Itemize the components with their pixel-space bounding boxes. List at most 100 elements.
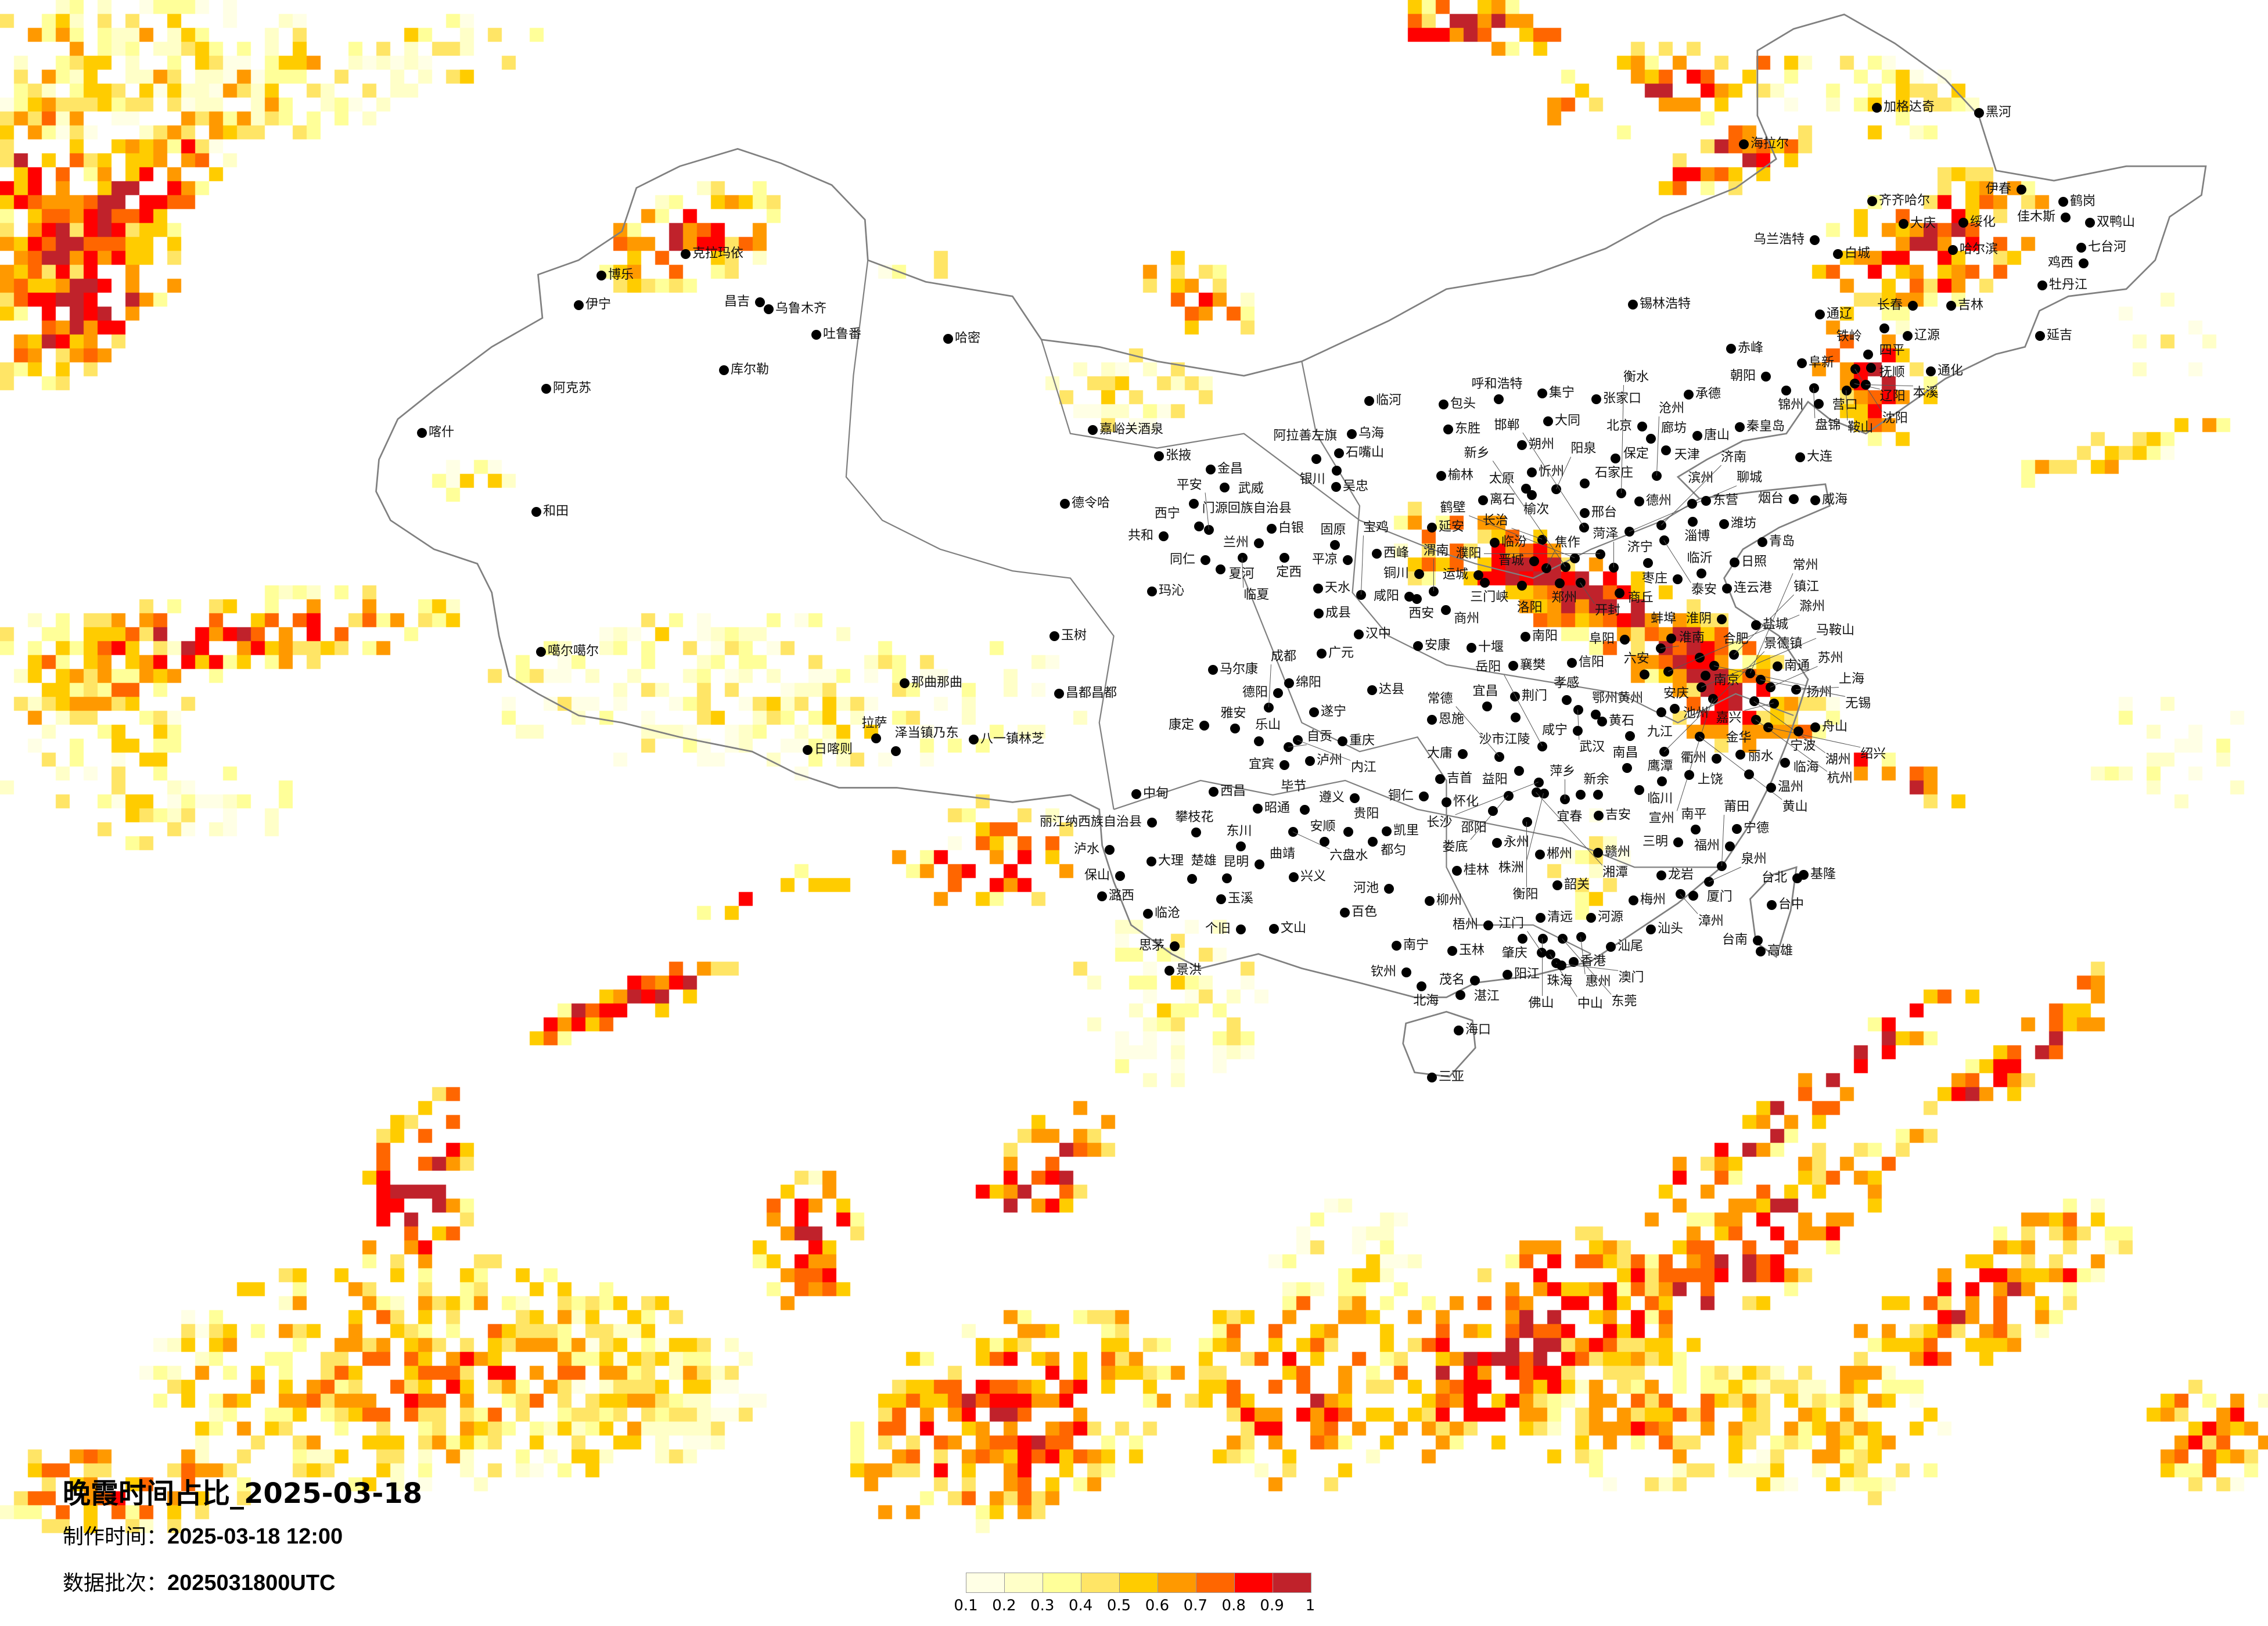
city-label: 大同 xyxy=(1555,413,1581,428)
city-label: 商州 xyxy=(1454,611,1480,627)
city-label-leader-line xyxy=(1854,369,1882,412)
city-label-leader-line xyxy=(1433,559,1434,591)
city-label: 内江 xyxy=(1350,760,1376,775)
city-label: 锦州 xyxy=(1778,397,1804,412)
city-marker-dot xyxy=(1594,811,1604,821)
legend-tick-label: 0.1 xyxy=(954,1597,978,1614)
city-label: 本溪 xyxy=(1913,386,1939,401)
city-label: 邯郸 xyxy=(1494,418,1520,433)
city-label: 德阳 xyxy=(1242,685,1268,700)
city-marker-dot xyxy=(1131,789,1141,799)
city-marker-dot xyxy=(1254,538,1264,548)
city-marker-dot xyxy=(1517,581,1527,591)
city-marker-dot xyxy=(1744,769,1754,779)
city-marker-dot xyxy=(1810,235,1820,245)
city-marker-dot xyxy=(1443,425,1453,434)
city-label: 铁岭 xyxy=(1836,329,1862,344)
city-label: 嘉峪关酒泉 xyxy=(1099,422,1164,437)
city-marker-dot xyxy=(1236,924,1246,934)
city-marker-dot xyxy=(1311,454,1321,464)
city-marker-dot xyxy=(1872,103,1882,113)
city-marker-dot xyxy=(1543,416,1553,426)
city-label: 克拉玛依 xyxy=(692,246,744,261)
city-marker-dot xyxy=(1673,574,1683,584)
city-marker-dot xyxy=(1384,884,1394,894)
city-label: 湖州 xyxy=(1825,752,1851,767)
city-label-leader-line xyxy=(1361,535,1364,595)
city-marker-dot xyxy=(1701,496,1711,506)
city-label: 鹰潭 xyxy=(1647,759,1673,774)
city-label: 玉林 xyxy=(1459,943,1485,958)
city-label: 衡阳 xyxy=(1512,887,1539,902)
city-label: 桂林 xyxy=(1464,863,1490,877)
city-marker-dot xyxy=(2058,197,2068,207)
city-marker-dot xyxy=(1567,658,1577,668)
city-label: 莆田 xyxy=(1724,800,1750,814)
city-label: 黑河 xyxy=(1986,105,2012,120)
city-marker-dot xyxy=(1514,766,1524,776)
city-marker-dot xyxy=(1756,947,1766,956)
city-label: 延安 xyxy=(1439,520,1465,534)
province-border xyxy=(845,260,1115,810)
city-label: 无锡 xyxy=(1845,696,1871,711)
legend-swatch xyxy=(1158,1573,1196,1592)
city-marker-dot xyxy=(719,365,729,375)
city-label: 洛阳 xyxy=(1516,600,1543,615)
city-marker-dot xyxy=(1616,488,1626,498)
city-label: 长春 xyxy=(1877,298,1903,312)
city-marker-dot xyxy=(1643,558,1653,568)
city-label: 保定 xyxy=(1623,446,1649,461)
legend-swatch xyxy=(1081,1573,1120,1592)
city-label: 宣州 xyxy=(1648,811,1674,826)
city-label: 绵阳 xyxy=(1296,675,1322,690)
city-marker-dot xyxy=(1097,891,1107,901)
city-marker-dot xyxy=(1625,731,1635,741)
city-label: 八一镇林芝 xyxy=(980,732,1045,746)
city-marker-dot xyxy=(1447,946,1457,956)
city-marker-dot xyxy=(1730,557,1739,567)
city-marker-dot xyxy=(1591,710,1601,720)
city-label: 六安 xyxy=(1623,652,1649,667)
city-label: 鞍山 xyxy=(1848,420,1874,435)
city-marker-dot xyxy=(2085,218,2095,228)
city-label: 廊坊 xyxy=(1661,421,1687,436)
city-label: 唐山 xyxy=(1704,428,1730,443)
city-marker-dot xyxy=(1442,797,1451,807)
city-label: 绥化 xyxy=(1970,215,1996,229)
city-marker-dot xyxy=(1159,531,1169,541)
city-marker-dot xyxy=(1570,553,1580,563)
city-label: 集宁 xyxy=(1549,386,1575,400)
city-label: 六盘水 xyxy=(1329,848,1368,864)
city-marker-dot xyxy=(1751,620,1761,630)
city-marker-dot xyxy=(1552,880,1562,890)
city-label: 昭通 xyxy=(1264,801,1291,815)
city-label: 信阳 xyxy=(1579,655,1605,670)
city-label: 柳州 xyxy=(1436,893,1462,908)
city-marker-dot xyxy=(1725,841,1735,851)
city-marker-dot xyxy=(1478,495,1488,505)
city-label: 宜昌 xyxy=(1472,684,1498,699)
city-marker-dot xyxy=(1735,750,1745,760)
city-label: 宁德 xyxy=(1744,821,1770,836)
city-label: 加格达奇 xyxy=(1884,100,1935,114)
city-marker-dot xyxy=(1795,452,1805,462)
city-label: 江门 xyxy=(1498,916,1525,931)
city-label: 青岛 xyxy=(1769,534,1795,549)
city-marker-dot xyxy=(1722,584,1732,593)
city-label: 包头 xyxy=(1450,397,1476,411)
city-label: 萍乡 xyxy=(1550,764,1576,779)
city-marker-dot xyxy=(1382,826,1392,836)
city-marker-dot xyxy=(1661,445,1671,455)
city-label: 马鞍山 xyxy=(1816,623,1855,638)
city-marker-dot xyxy=(1586,913,1596,923)
city-label: 阜新 xyxy=(1809,355,1835,370)
city-marker-dot xyxy=(1753,936,1763,945)
city-marker-dot xyxy=(1201,555,1210,565)
city-label: 武汉 xyxy=(1579,739,1605,754)
city-marker-dot xyxy=(1810,722,1820,732)
city-marker-dot xyxy=(1494,394,1504,404)
city-marker-dot xyxy=(1054,689,1064,699)
city-label: 龙岩 xyxy=(1668,868,1694,882)
city-marker-dot xyxy=(1833,249,1843,259)
city-label: 邢台 xyxy=(1591,505,1618,520)
